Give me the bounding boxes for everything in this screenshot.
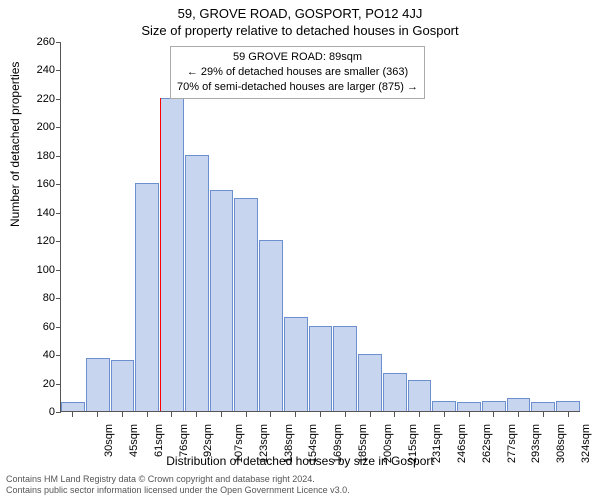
- x-tick-mark: [469, 412, 470, 417]
- title-sub: Size of property relative to detached ho…: [0, 23, 600, 38]
- histogram-bar: [408, 380, 432, 411]
- y-tick-label: 180: [25, 150, 55, 162]
- y-tick-label: 0: [25, 406, 55, 418]
- x-axis-label: Distribution of detached houses by size …: [0, 454, 600, 468]
- y-tick-label: 260: [25, 36, 55, 48]
- y-tick-mark: [56, 241, 61, 242]
- chart-area: 59 GROVE ROAD: 89sqm← 29% of detached ho…: [60, 42, 580, 412]
- y-tick-mark: [56, 327, 61, 328]
- histogram-bar: [259, 240, 283, 411]
- histogram-bar: [556, 401, 580, 411]
- histogram-bar: [309, 326, 333, 411]
- histogram-bar: [482, 401, 506, 411]
- y-tick-label: 220: [25, 93, 55, 105]
- y-tick-label: 100: [25, 264, 55, 276]
- x-tick-mark: [543, 412, 544, 417]
- y-tick-label: 200: [25, 121, 55, 133]
- histogram-bar: [61, 402, 85, 411]
- histogram-bar: [383, 373, 407, 411]
- histogram-bar: [135, 183, 159, 411]
- annotation-line3: 70% of semi-detached houses are larger (…: [177, 80, 418, 95]
- plot-area: 59 GROVE ROAD: 89sqm← 29% of detached ho…: [60, 42, 580, 412]
- y-tick-label: 80: [25, 292, 55, 304]
- histogram-bar: [358, 354, 382, 411]
- x-tick-mark: [518, 412, 519, 417]
- x-tick-mark: [171, 412, 172, 417]
- y-tick-label: 40: [25, 349, 55, 361]
- x-tick-mark: [122, 412, 123, 417]
- histogram-bar: [284, 317, 308, 411]
- y-tick-mark: [56, 99, 61, 100]
- x-tick-label: 92sqm: [202, 424, 214, 457]
- histogram-bar: [333, 326, 357, 411]
- histogram-bar: [210, 190, 234, 411]
- x-tick-mark: [221, 412, 222, 417]
- y-tick-label: 160: [25, 178, 55, 190]
- histogram-bar: [111, 360, 135, 411]
- x-tick-mark: [97, 412, 98, 417]
- title-main: 59, GROVE ROAD, GOSPORT, PO12 4JJ: [0, 0, 600, 21]
- x-tick-mark: [345, 412, 346, 417]
- y-tick-label: 60: [25, 321, 55, 333]
- x-tick-mark: [568, 412, 569, 417]
- y-tick-mark: [56, 127, 61, 128]
- footer-attribution: Contains HM Land Registry data © Crown c…: [6, 474, 350, 497]
- y-tick-mark: [56, 412, 61, 413]
- histogram-bar: [432, 401, 456, 411]
- histogram-bar: [185, 155, 209, 411]
- footer-line2: Contains public sector information licen…: [6, 485, 350, 496]
- x-tick-mark: [196, 412, 197, 417]
- histogram-bar: [234, 198, 258, 411]
- x-tick-mark: [320, 412, 321, 417]
- y-tick-mark: [56, 384, 61, 385]
- x-tick-mark: [72, 412, 73, 417]
- marker-line: [160, 98, 161, 411]
- marker-annotation: 59 GROVE ROAD: 89sqm← 29% of detached ho…: [170, 46, 425, 99]
- x-tick-mark: [493, 412, 494, 417]
- y-tick-label: 20: [25, 378, 55, 390]
- x-tick-label: 76sqm: [178, 424, 190, 457]
- y-axis-label: Number of detached properties: [8, 62, 22, 227]
- annotation-line1: 59 GROVE ROAD: 89sqm: [177, 50, 418, 65]
- x-tick-mark: [370, 412, 371, 417]
- y-tick-label: 140: [25, 207, 55, 219]
- y-tick-mark: [56, 355, 61, 356]
- footer-line1: Contains HM Land Registry data © Crown c…: [6, 474, 350, 485]
- y-tick-mark: [56, 270, 61, 271]
- y-tick-mark: [56, 213, 61, 214]
- x-tick-mark: [270, 412, 271, 417]
- y-tick-mark: [56, 70, 61, 71]
- histogram-bar: [86, 358, 110, 411]
- x-tick-mark: [147, 412, 148, 417]
- x-tick-mark: [419, 412, 420, 417]
- histogram-bar: [160, 98, 184, 411]
- annotation-line2: ← 29% of detached houses are smaller (36…: [177, 65, 418, 80]
- histogram-bar: [457, 402, 481, 411]
- y-tick-mark: [56, 184, 61, 185]
- histogram-bar: [507, 398, 531, 411]
- x-tick-label: 45sqm: [128, 424, 140, 457]
- x-tick-mark: [246, 412, 247, 417]
- x-tick-mark: [295, 412, 296, 417]
- histogram-bar: [531, 402, 555, 411]
- y-tick-mark: [56, 156, 61, 157]
- x-tick-mark: [444, 412, 445, 417]
- y-tick-label: 120: [25, 235, 55, 247]
- y-tick-mark: [56, 298, 61, 299]
- x-tick-mark: [394, 412, 395, 417]
- y-tick-label: 240: [25, 64, 55, 76]
- x-tick-label: 30sqm: [103, 424, 115, 457]
- y-tick-mark: [56, 42, 61, 43]
- x-tick-label: 61sqm: [153, 424, 165, 457]
